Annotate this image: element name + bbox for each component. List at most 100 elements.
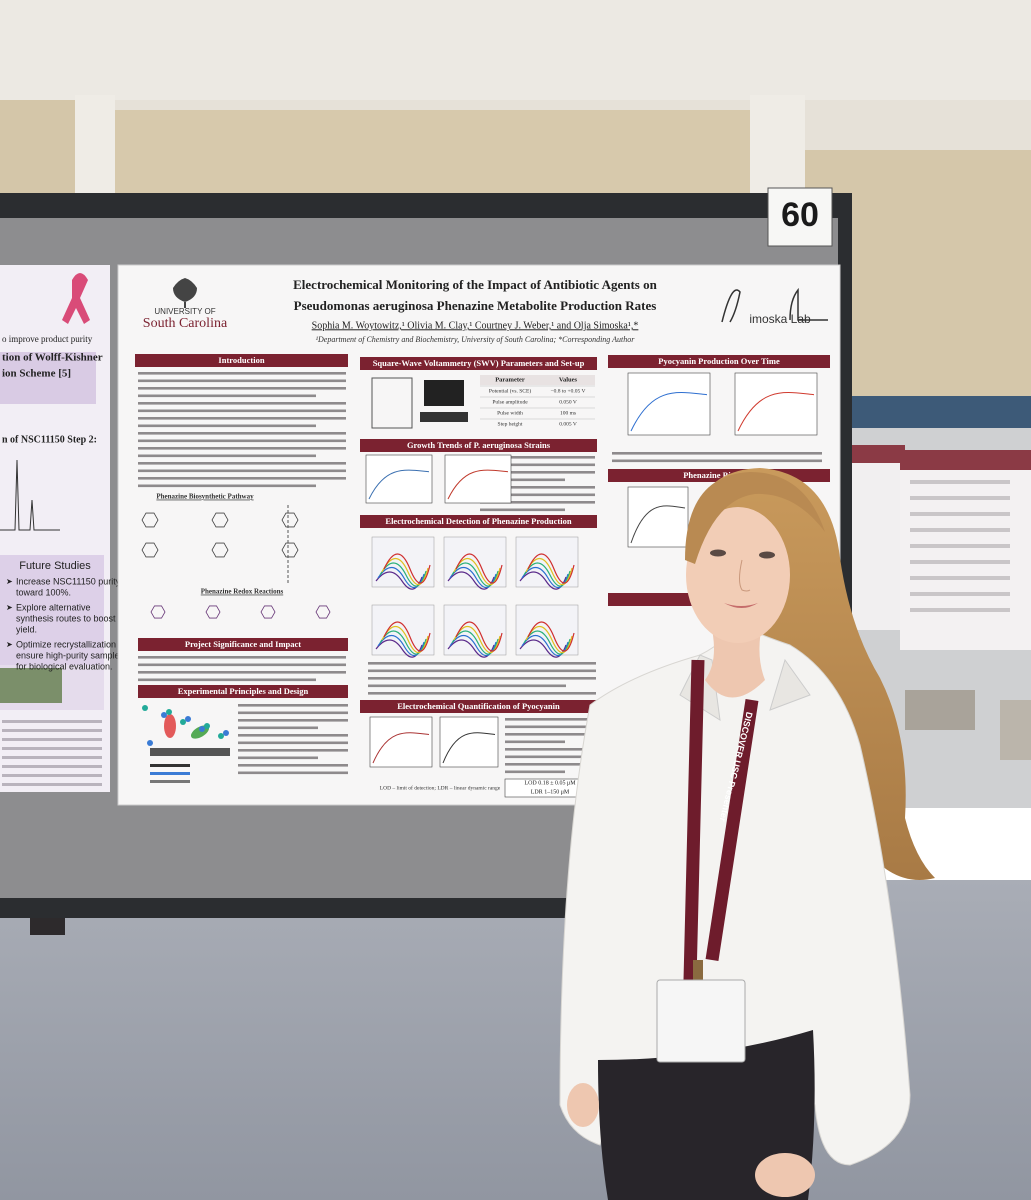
body-text-line (138, 477, 346, 480)
diagram-dot (218, 733, 224, 739)
left-ref-line (2, 756, 102, 759)
mini-chart (627, 486, 689, 548)
body-text-line (138, 678, 316, 682)
body-text-line (138, 409, 346, 413)
left-poster-heading: tion of Wolff-Kishner (2, 352, 103, 364)
body-text-line (138, 439, 346, 443)
bg-text-line (910, 576, 1010, 580)
body-text-line (612, 459, 822, 463)
wall-trim (848, 396, 1031, 428)
computer-base (420, 412, 468, 422)
body-text-line (480, 486, 595, 489)
electrode (150, 748, 230, 756)
section-title: Project Significance and Impact (185, 639, 301, 649)
left-poster-heading: ion Scheme [5] (2, 368, 71, 380)
mini-chart-curve (442, 732, 496, 764)
left-ref-line (2, 774, 102, 777)
bullet-mark: ➤ (6, 577, 13, 586)
table-header (480, 375, 595, 385)
structure (281, 542, 299, 558)
spectrum (0, 459, 60, 531)
body-text-line (505, 755, 595, 759)
body-text-line (368, 662, 596, 665)
structure (150, 605, 166, 619)
eye (759, 551, 775, 559)
body-text-line (138, 379, 346, 383)
left-poster-bullet: yield. (16, 624, 37, 634)
wall-upper (0, 0, 1031, 100)
left-poster-bullet: Explore alternative (16, 602, 91, 612)
section-title: Introduction (218, 355, 264, 365)
left-poster-bullet: Increase NSC11150 purity (16, 576, 121, 586)
usc-tree (173, 278, 197, 308)
table-cell: 100 ms (560, 410, 576, 416)
mini-chart-curve (447, 469, 509, 500)
diagram-dot (204, 723, 210, 729)
section-header (360, 515, 597, 528)
left-poster-bullet: ensure high-purity samples (16, 650, 125, 660)
waterfall-trace (381, 557, 429, 586)
section-title: Square-Wave Voltammetry (SWV) Parameters… (373, 358, 585, 368)
diagram-dot (199, 726, 205, 732)
body-text-line (505, 763, 595, 766)
structure (211, 542, 229, 558)
left-poster-bullet: toward 100%. (16, 587, 71, 597)
bg-table (1000, 700, 1031, 760)
structure (260, 605, 276, 619)
section-header (138, 638, 348, 651)
waterfall-trace (455, 621, 503, 652)
left-ref-line (2, 738, 102, 741)
body-text-line (505, 740, 565, 744)
body-text-line (480, 493, 595, 497)
bg-text-line (910, 592, 1010, 596)
body-text-line (238, 704, 348, 707)
structure (315, 605, 331, 619)
body-text-line (138, 454, 316, 458)
bg-text-line (910, 560, 1010, 564)
structure (281, 512, 299, 528)
body-text-line (138, 656, 346, 659)
bg-text-line (910, 480, 1010, 484)
body-text-line (612, 452, 822, 455)
body-text-line (368, 692, 596, 695)
section-header (360, 700, 597, 713)
subheading: Phenazine Redox Reactions (201, 588, 284, 596)
body-text-line (505, 725, 595, 729)
table-cell: Pulse amplitude (492, 399, 528, 405)
mini-chart-curve (372, 732, 430, 764)
section-header (360, 357, 597, 370)
board-number: 60 (781, 196, 819, 234)
section-title: Electrochemical Quantification of Pyocya… (397, 701, 560, 711)
badge (656, 979, 746, 1063)
body-text-line (138, 484, 316, 488)
left-poster-heading: n of NSC11150 Step 2: (2, 434, 97, 445)
poster-title: Electrochemical Monitoring of the Impact… (293, 277, 657, 292)
table-cell: 0.005 V (559, 421, 577, 427)
left-poster-bullet: Optimize recrystallization to (16, 639, 126, 649)
section-header (138, 685, 348, 698)
body-text-line (505, 748, 595, 751)
waterfall-trace (453, 625, 501, 654)
body-text-line (480, 478, 565, 482)
body-text-line (368, 669, 596, 673)
left-poster-heading: Future Studies (19, 560, 91, 572)
body-text-line (138, 387, 346, 390)
body-text-line (138, 462, 346, 465)
mini-chart-curve (737, 392, 815, 432)
body-text-line (138, 447, 346, 450)
legend-line (150, 780, 190, 783)
board-number-card (767, 187, 833, 247)
section-header (360, 439, 597, 452)
bullet-mark: ➤ (6, 640, 13, 649)
mini-chart (365, 454, 433, 504)
diagram-cell (164, 714, 176, 738)
body-text-line (480, 456, 595, 459)
table-cell: 0.050 V (559, 399, 577, 405)
body-text-line (138, 424, 316, 428)
body-text-line (505, 718, 595, 721)
left-ref-line (2, 783, 102, 786)
left-poster-photo (0, 668, 62, 703)
poster-title: Pseudomonas aeruginosa Phenazine Metabol… (294, 298, 657, 313)
table-cell: Pulse width (497, 410, 523, 416)
